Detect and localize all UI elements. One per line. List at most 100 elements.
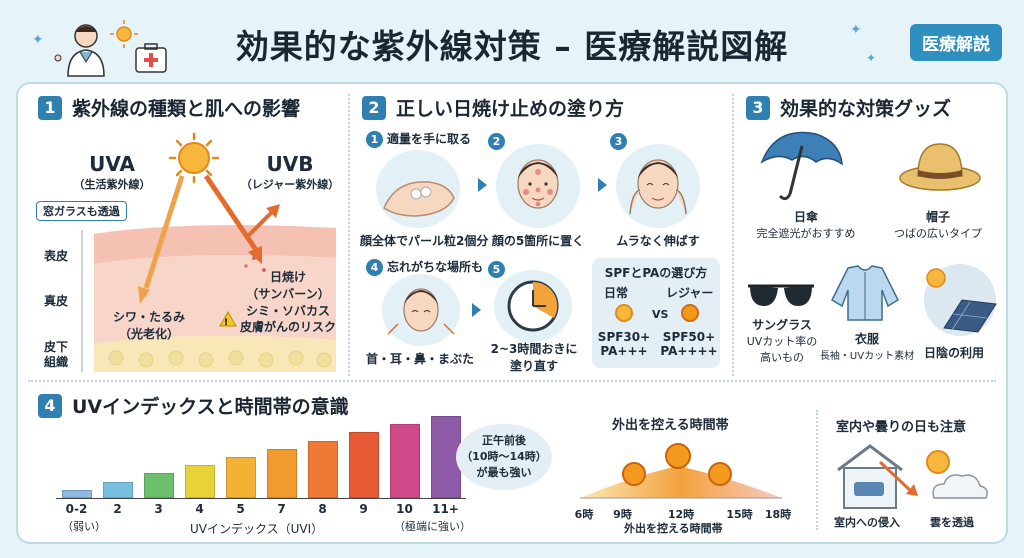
hat-icon xyxy=(899,143,981,191)
sparkle-icon: ✦ ✦ xyxy=(850,22,876,65)
uva-effect: シワ・たるみ （光老化） xyxy=(106,308,192,342)
step-5-caption-line-2: 塗り直す xyxy=(509,359,558,373)
spf-leisure-pa: PA++++ xyxy=(660,344,718,358)
step-number: 3 xyxy=(610,133,627,150)
shirt-icon xyxy=(831,265,899,321)
goods-name: 衣服 xyxy=(854,332,879,346)
step-number: 4 xyxy=(366,259,383,276)
step-5-caption-line-1: 2~3時間おきに xyxy=(490,342,578,356)
step-number: 2 xyxy=(488,133,505,150)
spf-vs: VS xyxy=(652,308,669,321)
indoor-cloud-illustration xyxy=(837,444,988,509)
uv-chart-baseline xyxy=(56,498,466,499)
layer-dermis: 真皮 xyxy=(44,294,69,308)
spf-leisure-values: SPF50+ PA++++ xyxy=(660,330,718,358)
goods-desc: つばの広いタイプ xyxy=(894,227,982,240)
svg-text:✦: ✦ xyxy=(850,22,862,38)
goods-hat: 帽子 つばの広いタイプ xyxy=(876,208,1000,241)
sunglasses-icon xyxy=(748,284,814,306)
step-arrow-icon xyxy=(598,178,607,192)
uv-tick-label: 10 xyxy=(396,502,413,516)
step-title-text: 適量を手に取る xyxy=(387,132,472,146)
uva-effect-line-2: （光老化） xyxy=(118,327,179,341)
step-arrow-icon xyxy=(472,303,481,317)
goods-desc: 長袖・UVカット素材 xyxy=(819,351,915,362)
step-5-caption: 2~3時間おきに 塗り直す xyxy=(486,340,582,374)
goods-desc: 完全遮光がおすすめ xyxy=(756,227,856,240)
uv-tick-label: 11+ xyxy=(432,502,459,516)
bubble-line-1: 正午前後 xyxy=(482,434,526,447)
subcutaneous-layer xyxy=(94,335,336,372)
glass-note: 窓ガラスも透過 xyxy=(36,201,127,221)
step-1-title: 1 適量を手に取る xyxy=(366,130,471,148)
header-decoration-icons: ✦ ✦ xyxy=(32,20,167,77)
goods-shade: 日陰の利用 xyxy=(923,346,984,360)
time-tick-label: 15時 xyxy=(726,508,753,521)
uv-bar xyxy=(225,457,256,498)
uva-label: UVA xyxy=(89,152,135,176)
uv-bar xyxy=(389,424,420,498)
step-title-text: 忘れがちな場所も xyxy=(387,260,484,274)
spf-suns-icon xyxy=(615,304,699,322)
svg-text:✦: ✦ xyxy=(32,32,44,48)
step-5-number: 5 xyxy=(488,258,509,278)
uvb-cancer-risk: 皮膚がんのリスク xyxy=(240,320,337,334)
uvb-effect-line-1: 日焼け xyxy=(269,270,306,284)
time-tick-label: 9時 xyxy=(613,508,632,521)
bubble-line-3: が最も強い xyxy=(476,466,532,479)
spf-title: SPFとPAの選び方 xyxy=(604,266,708,280)
spf-daily-values: SPF30+ PA+++ xyxy=(596,330,652,358)
uvb-effect: 日焼け （サンバーン） シミ・ソバカス xyxy=(236,268,340,319)
time-tick-label: 18時 xyxy=(764,508,792,521)
layer-subcutaneous-1: 皮下 xyxy=(44,340,69,354)
uv-tick-label: 9 xyxy=(359,502,368,516)
cloud-caption: 雲を透過 xyxy=(930,516,974,529)
svg-text:!: ! xyxy=(224,318,228,328)
uvb-effect-line-2: （サンバーン） xyxy=(246,287,330,301)
uv-tick-label: 7 xyxy=(277,502,286,516)
skin-diagram: ! xyxy=(81,132,336,372)
face-areas-icon xyxy=(387,288,455,335)
section-number: 3 xyxy=(746,95,770,120)
step-4-title: 4 忘れがちな場所も xyxy=(366,258,483,276)
uv-bar xyxy=(143,473,174,498)
hand-icon xyxy=(383,181,455,217)
time-ticks: 6時 9時 12時 15時 18時 xyxy=(564,506,798,521)
time-tick-label: 12時 xyxy=(667,508,695,521)
uva-effect-line-1: シワ・たるみ xyxy=(112,310,185,324)
face-spread-icon xyxy=(629,159,687,215)
section-1-heading: 1 紫外線の種類と肌への影響 xyxy=(38,94,300,121)
uv-tick-label: 3 xyxy=(154,502,163,516)
goods-name: 日傘 xyxy=(793,210,818,224)
medical-badge: 医療解説 xyxy=(910,24,1002,61)
uv-tick-label: 2 xyxy=(113,502,122,516)
face-dots-icon xyxy=(517,159,559,209)
step-1-caption: 顔全体でパール粒2個分 xyxy=(360,234,489,248)
goods-clothes: 衣服 長袖・UVカット素材 xyxy=(816,330,918,362)
uv-bar xyxy=(266,448,297,498)
layer-epidermis: 表皮 xyxy=(44,249,69,263)
section-number: 1 xyxy=(38,95,62,120)
uv-chart-ticks: 0-2 2 3 4 5 7 8 9 10 11+ xyxy=(56,502,466,518)
step-number: 1 xyxy=(366,131,383,148)
goods-desc-2: 高いもの xyxy=(760,351,804,364)
uv-xlabel: UVインデックス（UVI） xyxy=(190,522,324,536)
uv-bar xyxy=(307,440,338,498)
divider xyxy=(732,94,734,376)
divider xyxy=(28,380,996,382)
sun-icon xyxy=(168,132,220,184)
section-3-heading: 3 効果的な対策グッズ xyxy=(746,94,951,121)
step-4-caption: 首・耳・鼻・まぶた xyxy=(365,352,474,366)
uv-bar xyxy=(61,489,92,498)
uvb-label-group: UVB （レジャー紫外線） xyxy=(234,152,346,192)
step-2-number: 2 xyxy=(488,130,509,150)
step-number: 5 xyxy=(488,261,505,278)
step-3-number: 3 xyxy=(610,130,631,150)
sun-cloud-icon xyxy=(926,450,988,499)
bubble-line-2: （10時〜14時） xyxy=(461,450,547,463)
divider xyxy=(816,410,818,530)
step-arrow-icon xyxy=(478,178,487,192)
section-number: 2 xyxy=(362,95,386,120)
section-title: 効果的な対策グッズ xyxy=(780,98,952,120)
